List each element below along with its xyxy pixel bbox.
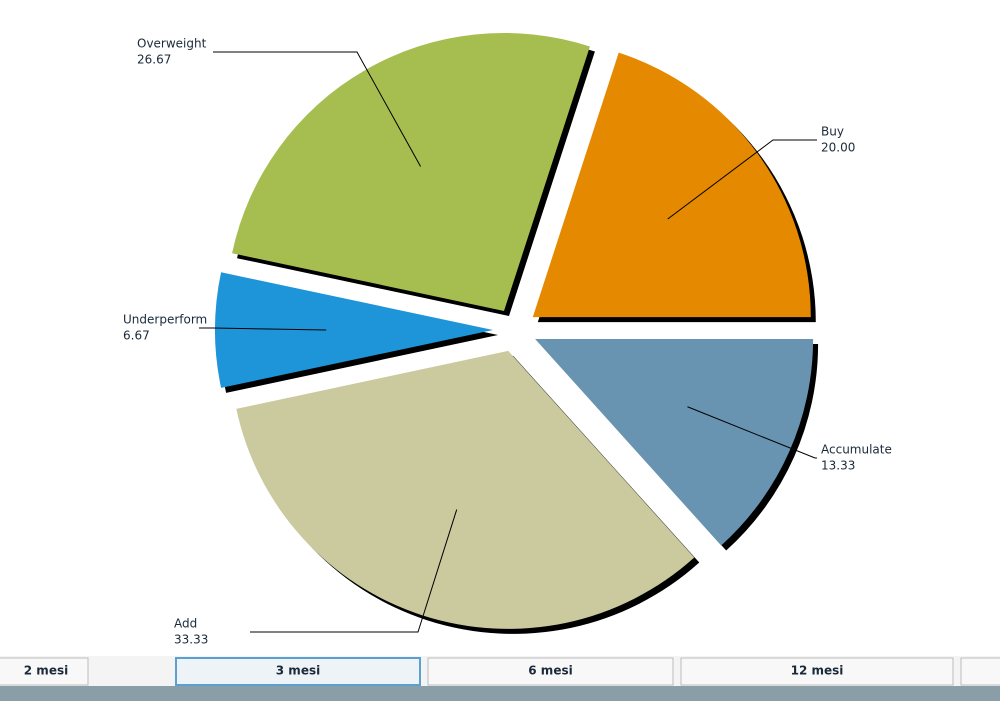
leader-line [667,139,817,220]
tab-button[interactable] [427,657,674,686]
tab-button[interactable] [960,657,1000,686]
leader-line [687,406,817,459]
tabs: 2 mesi 3 mesi 6 mesi 12 mesi [0,657,1000,686]
pie-slice [232,32,590,311]
slice-label: Accumulate [821,443,892,457]
slice-label: Add [174,617,197,631]
tab-label[interactable]: 2 mesi [24,664,68,678]
tab-label[interactable]: 12 mesi [791,664,844,678]
pie-slice [535,338,814,546]
slice-value-label: 26.67 [137,53,171,67]
slice-label: Buy [821,125,844,139]
slice-value-label: 6.67 [123,329,150,343]
footer [0,686,1000,701]
tab-button[interactable] [0,657,89,686]
pie-chart: Buy 20.00 Overweight 26.67 Underperform 6.67 A… [123,32,892,647]
slice-label: Overweight [137,37,207,51]
slice-value-label: 20.00 [821,141,855,155]
slice-value-label: 33.33 [174,633,208,647]
leader-line [199,327,327,331]
pie-slice [532,52,811,318]
tab-button[interactable] [680,657,954,686]
tab-button[interactable] [175,657,421,686]
tab-label[interactable]: 3 mesi [276,664,320,678]
slice-value-label: 13.33 [821,459,855,473]
slice-label: Underperform [123,313,207,327]
leader-line [213,51,422,167]
tab-label[interactable]: 6 mesi [528,664,572,678]
leader-line [250,509,458,633]
pie-slice [236,350,695,629]
pie-slice [214,272,493,388]
